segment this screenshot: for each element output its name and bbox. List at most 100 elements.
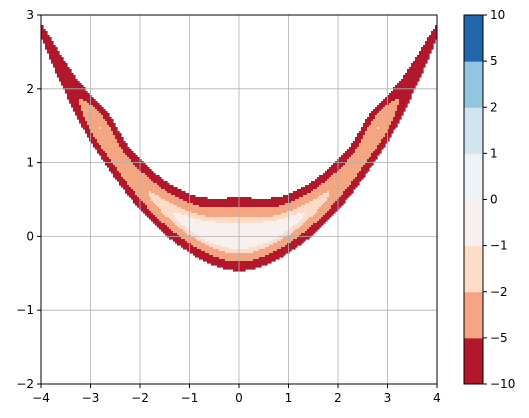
contour-band-segment <box>113 163 134 166</box>
contour-band-segment <box>393 119 400 122</box>
contour-band-segment <box>165 215 176 218</box>
contour-band-segment <box>81 105 94 108</box>
contour-band-segment <box>103 117 112 120</box>
contour-band-segment <box>373 109 382 112</box>
contour-band-segment <box>377 127 380 130</box>
contour-band-segment <box>121 175 148 178</box>
contour-band-segment <box>339 197 348 200</box>
contour-band-segment <box>73 107 82 110</box>
contour-band-segment <box>81 107 96 110</box>
contour-band-segment <box>291 215 304 218</box>
contour-band-segment <box>281 213 298 216</box>
y-tick-label: −1 <box>16 303 34 317</box>
contour-band-segment <box>327 191 330 194</box>
contour-band-segment <box>185 239 198 242</box>
contour-band-segment <box>411 65 426 68</box>
contour-band-segment <box>309 183 322 186</box>
contour-band-segment <box>337 159 348 162</box>
contour-band-segment <box>323 193 330 196</box>
contour-band-segment <box>293 231 306 234</box>
contour-band-segment <box>355 139 362 142</box>
contour-band-segment <box>169 217 176 220</box>
contour-band-segment <box>63 85 84 88</box>
contour-band-segment <box>113 133 122 136</box>
contour-band-segment <box>75 111 84 114</box>
contour-band-segment <box>125 153 136 156</box>
contour-band-segment <box>343 193 352 196</box>
contour-band-segment <box>381 139 390 142</box>
contour-band-segment <box>395 113 404 116</box>
contour-band-segment <box>115 165 136 168</box>
contour-band-segment <box>423 45 434 48</box>
colorbar-tick-label: −2 <box>490 285 508 299</box>
contour-band-segment <box>99 143 120 146</box>
contour-band-segment <box>325 201 336 204</box>
contour-band-segment <box>51 61 66 64</box>
contour-band-segment <box>363 135 386 138</box>
contour-band-segment <box>301 205 322 208</box>
contour-band-segment <box>167 225 178 228</box>
contour-band-segment <box>361 141 382 144</box>
contour-band-segment <box>399 103 408 106</box>
contour-band-segment <box>287 243 302 246</box>
contour-band-segment <box>427 37 437 40</box>
contour-band-segment <box>331 175 358 178</box>
colorbar-band <box>464 199 483 247</box>
contour-band-segment <box>97 151 106 154</box>
contour-band-segment <box>329 209 338 212</box>
contour-band-segment <box>179 227 188 230</box>
contour-band-segment <box>79 103 90 106</box>
contour-band-segment <box>51 59 64 62</box>
contour-band-segment <box>435 27 437 30</box>
contour-band-segment <box>135 193 150 196</box>
contour-band-segment <box>307 193 324 196</box>
contour-band-segment <box>361 129 368 132</box>
contour-band-segment <box>43 39 52 42</box>
contour-band-segment <box>99 127 102 130</box>
contour-band-segment <box>409 67 424 70</box>
contour-band-segment <box>71 105 82 108</box>
contour-band-segment <box>303 223 314 226</box>
contour-band-segment <box>173 213 182 216</box>
contour-band-segment <box>395 111 404 114</box>
contour-band-segment <box>349 157 370 160</box>
contour-band-segment <box>125 191 136 194</box>
contour-band-segment <box>109 157 130 160</box>
contour-band-segment <box>299 227 310 230</box>
contour-band-segment <box>151 179 164 182</box>
contour-band-segment <box>159 195 176 198</box>
contour-band-segment <box>357 175 366 178</box>
contour-band-segment <box>97 139 118 142</box>
contour-band-segment <box>129 157 140 160</box>
colorbar <box>464 15 483 385</box>
contour-band-segment <box>161 211 192 214</box>
contour-band-segment <box>373 151 382 154</box>
contour-band-segment <box>191 243 206 246</box>
contour-band-segment <box>389 125 398 128</box>
contour-band-segment <box>397 105 408 108</box>
x-tick-label: 1 <box>285 391 293 405</box>
contour-band-segment <box>57 73 74 76</box>
contour-band-segment <box>209 245 222 248</box>
contour-band-segment <box>319 219 328 222</box>
contour-band-segment <box>161 187 178 190</box>
contour-band-segment <box>365 121 372 124</box>
contour-band-segment <box>321 183 352 186</box>
contour-band-segment <box>139 197 152 200</box>
contour-band-segment <box>83 115 104 118</box>
contour-band-segment <box>407 71 424 74</box>
contour-band-segment <box>387 95 412 98</box>
contour-band-segment <box>187 249 202 252</box>
contour-band-segment <box>101 147 122 150</box>
contour-band-segment <box>349 185 358 188</box>
contour-band-segment <box>133 189 166 192</box>
contour-band-segment <box>277 237 284 240</box>
contour-band-segment <box>125 189 134 192</box>
contour-band-segment <box>107 123 116 126</box>
contour-band-segment <box>187 241 202 244</box>
contour-band-segment <box>111 127 118 130</box>
contour-band-segment <box>313 223 324 226</box>
contour-band-segment <box>415 57 430 60</box>
contour-band-segment <box>77 117 86 120</box>
contour-band-segment <box>297 237 310 240</box>
